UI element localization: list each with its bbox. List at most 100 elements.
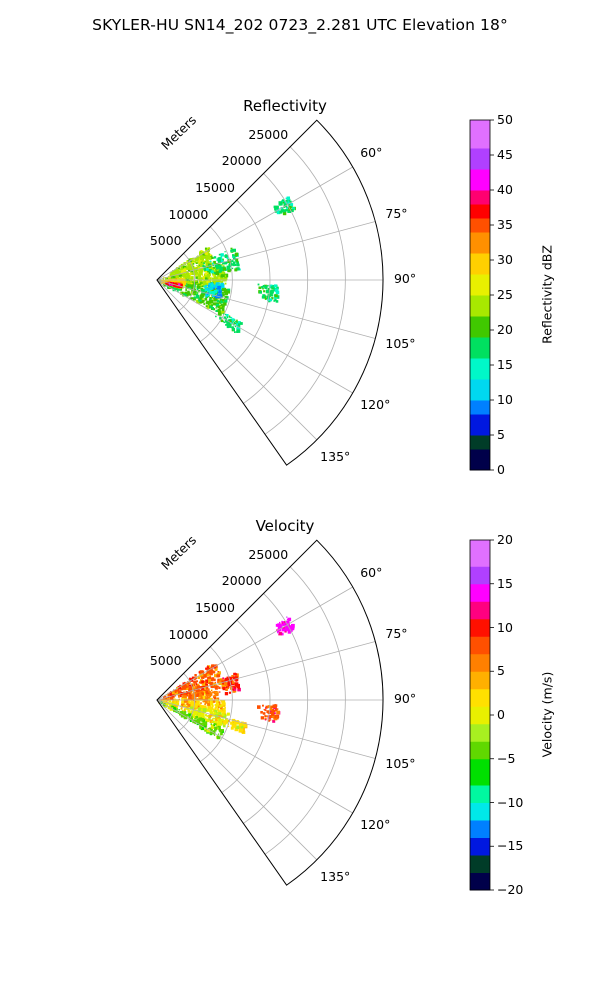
radar-gate: [217, 701, 221, 705]
radar-gate: [269, 711, 273, 715]
radar-gate: [210, 666, 213, 670]
radar-gate: [198, 671, 201, 673]
radar-gate: [186, 714, 189, 717]
radar-gate: [195, 692, 198, 695]
radar-gate: [234, 268, 238, 272]
radar-gate: [200, 286, 202, 288]
radar-gate: [216, 674, 220, 678]
radar-gate: [222, 714, 227, 719]
radar-gate: [191, 258, 195, 262]
radar-gate: [214, 276, 219, 280]
radar-gate: [181, 696, 185, 699]
radar-gate: [181, 269, 185, 274]
radar-gate: [177, 685, 182, 690]
radar-gate: [230, 726, 234, 730]
radar-gate: [287, 200, 290, 202]
radar-gate: [222, 681, 226, 685]
radar-gate: [225, 323, 227, 326]
range-ring: [243, 173, 309, 404]
radar-gate: [219, 302, 221, 305]
radar-gate: [190, 710, 194, 714]
radar-gate: [187, 703, 191, 708]
radar-gate: [233, 721, 237, 725]
radar-gate: [211, 711, 214, 714]
radar-gate: [179, 712, 182, 716]
radar-gate: [243, 723, 247, 728]
radar-gate: [274, 299, 277, 302]
radar-gate: [213, 724, 215, 727]
radar-gate: [233, 672, 236, 676]
radar-gate: [172, 270, 175, 273]
radar-gate: [219, 299, 221, 301]
radar-gate: [264, 715, 267, 718]
radar-gate: [199, 258, 201, 260]
radar-gate: [219, 729, 223, 733]
radar-gate: [195, 275, 197, 277]
radar-gate: [235, 258, 239, 262]
radar-gate: [173, 700, 177, 704]
radar-gate: [216, 718, 219, 720]
radar-gate: [222, 271, 226, 275]
radar-gate: [193, 259, 195, 261]
radar-gate: [273, 709, 276, 713]
radar-gate: [275, 708, 278, 712]
radar-gate: [270, 708, 275, 713]
radar-gate: [205, 305, 208, 308]
radar-gate: [185, 699, 189, 702]
radar-gate: [193, 709, 196, 712]
radar-gate: [206, 288, 210, 291]
colorbar-segment: [470, 435, 490, 450]
colorbar-segment: [470, 253, 490, 275]
radar-gate: [200, 281, 203, 284]
radar-gate: [236, 720, 240, 725]
radar-gate: [205, 293, 209, 297]
radar-gate: [185, 285, 189, 289]
radar-gate: [196, 680, 198, 683]
radar-gate: [188, 276, 190, 278]
radar-gate: [192, 263, 195, 265]
radar-gate: [225, 254, 228, 257]
radar-gate: [285, 209, 288, 212]
radar-gate: [168, 275, 172, 280]
radar-gate: [207, 701, 209, 703]
radar-gate: [199, 250, 202, 253]
radar-gate: [199, 302, 201, 304]
radar-gate: [182, 694, 184, 697]
radar-gate: [219, 709, 223, 713]
radar-gate: [211, 295, 213, 297]
radar-gate: [215, 284, 219, 288]
radar-gate: [281, 620, 283, 623]
radar-gate: [214, 270, 217, 272]
colorbar-tick-label: 10: [497, 392, 513, 407]
radar-gate: [237, 687, 241, 692]
radar-gate: [197, 676, 201, 679]
radar-gate: [172, 282, 175, 285]
radar-gate: [194, 674, 197, 677]
radar-gate: [215, 295, 219, 299]
radar-gate: [236, 261, 239, 265]
radar-gate: [209, 254, 212, 256]
azimuth-tick-label: 105°: [385, 336, 416, 352]
radar-gate: [196, 286, 200, 290]
colorbar-tick-label: 40: [497, 182, 513, 197]
radar-gate: [189, 702, 192, 705]
radar-gate: [194, 260, 197, 264]
radar-gate: [180, 267, 184, 270]
radar-gate: [193, 267, 196, 271]
colorbar-segment: [470, 601, 490, 620]
radar-gate: [213, 276, 216, 279]
radar-gate: [195, 261, 198, 264]
radar-gate: [199, 719, 201, 722]
radar-gate: [221, 304, 225, 308]
radar-gate: [203, 251, 205, 254]
radar-gate: [213, 260, 216, 264]
radar-gate: [212, 280, 214, 282]
radar-gate: [199, 726, 202, 729]
radar-gate: [282, 202, 284, 204]
radar-gate: [175, 268, 178, 272]
radar-gate: [220, 299, 224, 303]
radar-gate: [180, 707, 183, 710]
radar-gate: [264, 717, 267, 720]
radar-gate: [266, 295, 270, 300]
velocity-title: Velocity: [255, 517, 315, 535]
